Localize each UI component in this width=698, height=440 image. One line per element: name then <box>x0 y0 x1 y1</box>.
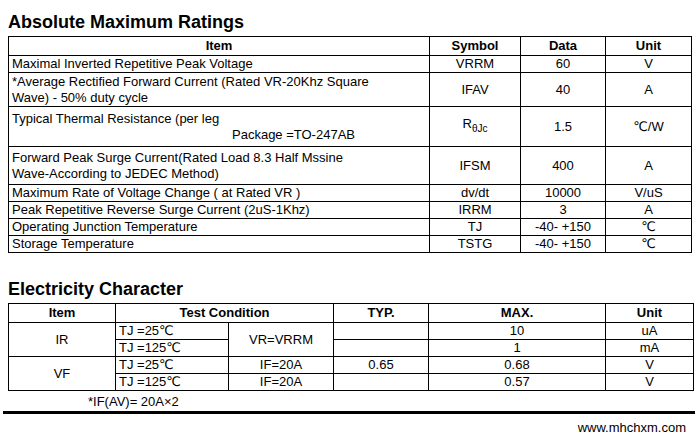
cell-test-condition-a: TJ =125℃ <box>116 374 229 391</box>
cell-test-condition-a: TJ =125℃ <box>116 340 229 357</box>
table-header-row: Item Symbol Data Unit <box>9 37 692 56</box>
footer-divider <box>3 411 695 414</box>
cell-max: 1 <box>429 340 606 357</box>
cell-data: 60 <box>521 56 606 73</box>
table-row: Operating Junction Temperature TJ -40- +… <box>9 219 692 236</box>
column-header-max: MAX. <box>429 304 606 323</box>
cell-data: 400 <box>521 147 606 185</box>
cell-data: -40- +150 <box>521 236 606 253</box>
item-line-2: Wave-According to JEDEC Method) <box>12 166 426 182</box>
cell-unit: V <box>606 56 692 73</box>
cell-symbol: VRRM <box>430 56 521 73</box>
item-line-2: Wave) - 50% duty cycle <box>12 90 426 106</box>
column-header-item: Item <box>9 37 430 56</box>
table-row: Peak Repetitive Reverse Surge Current (2… <box>9 202 692 219</box>
cell-max: 0.68 <box>429 357 606 374</box>
cell-test-condition-a: TJ =25℃ <box>116 357 229 374</box>
section-title-electricity-character: Electricity Character <box>8 279 698 300</box>
cell-unit: uA <box>606 323 694 340</box>
absolute-maximum-ratings-table: Item Symbol Data Unit Maximal Inverted R… <box>8 36 692 253</box>
cell-data: 10000 <box>521 185 606 202</box>
footer-website: www.mhchxm.com <box>0 420 686 435</box>
cell-item: Forward Peak Surge Current(Rated Load 8.… <box>9 147 430 185</box>
column-header-unit: Unit <box>606 304 694 323</box>
cell-item: VF <box>9 357 116 391</box>
cell-typ <box>334 323 429 340</box>
cell-unit: A <box>606 73 692 107</box>
cell-unit: V <box>606 374 694 391</box>
item-line-2: Package =TO-247AB <box>232 127 426 143</box>
item-line-1: Typical Thermal Resistance (per leg <box>12 111 426 127</box>
column-header-test-condition: Test Condition <box>116 304 334 323</box>
table-row: Forward Peak Surge Current(Rated Load 8.… <box>9 147 692 185</box>
cell-data: 1.5 <box>521 107 606 147</box>
table-row: IR TJ =25℃ VR=VRRM 10 uA <box>9 323 694 340</box>
cell-item: Maximal Inverted Repetitive Peak Voltage <box>9 56 430 73</box>
cell-test-condition-b: IF=20A <box>229 374 334 391</box>
column-header-typ: TYP. <box>334 304 429 323</box>
cell-typ <box>334 340 429 357</box>
cell-unit: ℃ <box>606 236 692 253</box>
cell-symbol: TSTG <box>430 236 521 253</box>
footnote: *IF(AV)= 20A×2 <box>88 394 698 409</box>
table-row: Maximal Inverted Repetitive Peak Voltage… <box>9 56 692 73</box>
table-row: *Average Rectified Forward Current (Rate… <box>9 73 692 107</box>
column-header-data: Data <box>521 37 606 56</box>
cell-data: 40 <box>521 73 606 107</box>
cell-symbol: IRRM <box>430 202 521 219</box>
cell-item: Typical Thermal Resistance (per leg Pack… <box>9 107 430 147</box>
cell-test-condition-a: TJ =25℃ <box>116 323 229 340</box>
item-line-1: *Average Rectified Forward Current (Rate… <box>12 74 426 90</box>
cell-symbol: IFSM <box>430 147 521 185</box>
table-row: Maximum Rate of Voltage Change ( at Rate… <box>9 185 692 202</box>
cell-unit: A <box>606 202 692 219</box>
cell-symbol: TJ <box>430 219 521 236</box>
cell-symbol: IFAV <box>430 73 521 107</box>
cell-item: IR <box>9 323 116 357</box>
table-row: Storage Temperature TSTG -40- +150 ℃ <box>9 236 692 253</box>
column-header-symbol: Symbol <box>430 37 521 56</box>
symbol-base: R <box>463 116 472 131</box>
symbol-subscript: θJc <box>472 123 488 134</box>
cell-symbol: RθJc <box>430 107 521 147</box>
cell-unit: V <box>606 357 694 374</box>
cell-unit: V/uS <box>606 185 692 202</box>
cell-item: Maximum Rate of Voltage Change ( at Rate… <box>9 185 430 202</box>
cell-typ: 0.65 <box>334 357 429 374</box>
item-line-1: Forward Peak Surge Current(Rated Load 8.… <box>12 150 426 166</box>
cell-item: Operating Junction Temperature <box>9 219 430 236</box>
electricity-character-table: Item Test Condition TYP. MAX. Unit IR TJ… <box>8 303 694 391</box>
table-row: VF TJ =25℃ IF=20A 0.65 0.68 V <box>9 357 694 374</box>
cell-data: -40- +150 <box>521 219 606 236</box>
cell-unit: ℃ <box>606 219 692 236</box>
table-header-row: Item Test Condition TYP. MAX. Unit <box>9 304 694 323</box>
datasheet-page: Absolute Maximum Ratings Item Symbol Dat… <box>0 0 698 440</box>
cell-max: 0.57 <box>429 374 606 391</box>
cell-item: Storage Temperature <box>9 236 430 253</box>
cell-max: 10 <box>429 323 606 340</box>
section-title-absolute-maximum-ratings: Absolute Maximum Ratings <box>8 12 698 33</box>
cell-typ <box>334 374 429 391</box>
column-header-item: Item <box>9 304 116 323</box>
column-header-unit: Unit <box>606 37 692 56</box>
cell-test-condition-b: VR=VRRM <box>229 323 334 357</box>
cell-data: 3 <box>521 202 606 219</box>
cell-item: Peak Repetitive Reverse Surge Current (2… <box>9 202 430 219</box>
cell-item: *Average Rectified Forward Current (Rate… <box>9 73 430 107</box>
cell-unit: mA <box>606 340 694 357</box>
table-row: Typical Thermal Resistance (per leg Pack… <box>9 107 692 147</box>
cell-symbol: dv/dt <box>430 185 521 202</box>
cell-unit: ℃/W <box>606 107 692 147</box>
cell-test-condition-b: IF=20A <box>229 357 334 374</box>
cell-unit: A <box>606 147 692 185</box>
